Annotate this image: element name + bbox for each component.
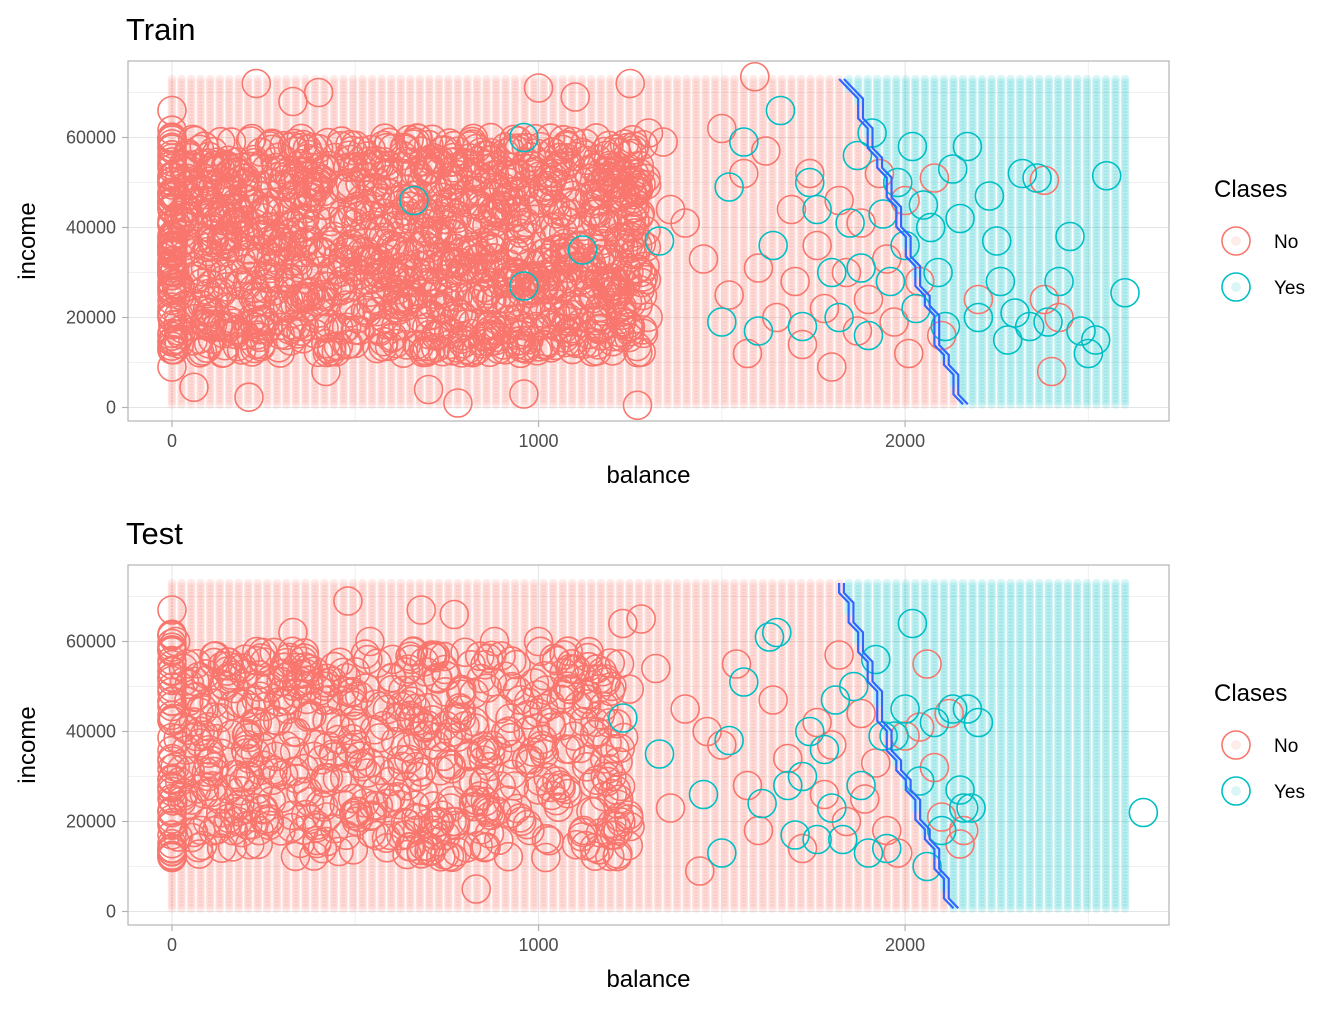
grid-point: [596, 75, 605, 84]
grid-point: [577, 75, 586, 84]
grid-point: [339, 75, 348, 84]
grid-point: [625, 75, 634, 84]
grid-point: [206, 75, 215, 84]
grid-point: [415, 75, 424, 84]
grid-point: [463, 75, 472, 84]
grid-point: [253, 75, 262, 84]
grid-point: [291, 75, 300, 84]
grid-point: [330, 75, 339, 84]
grid-point: [187, 75, 196, 84]
grid-point: [396, 75, 405, 84]
grid-point: [282, 75, 291, 84]
grid-point: [587, 75, 596, 84]
grid-point: [453, 75, 462, 84]
grid-point: [272, 75, 281, 84]
grid-point: [482, 75, 491, 84]
grid-point: [406, 75, 415, 84]
grid-point: [473, 75, 482, 84]
grid-point: [225, 75, 234, 84]
grid-point: [511, 75, 520, 84]
grid-point: [425, 75, 434, 84]
grid-point: [196, 75, 205, 84]
grid-point: [501, 75, 510, 84]
grid-point: [434, 75, 443, 84]
grid-point: [444, 75, 453, 84]
grid-point: [358, 75, 367, 84]
grid-point: [606, 75, 615, 84]
grid-point: [215, 75, 224, 84]
grid-point: [387, 75, 396, 84]
grid-point: [177, 75, 186, 84]
grid-point: [377, 75, 386, 84]
chart-title: Train: [126, 12, 195, 47]
grid-point: [558, 75, 567, 84]
grid-point: [368, 75, 377, 84]
grid-point: [349, 75, 358, 84]
grid-point: [168, 75, 177, 84]
grid-point: [492, 75, 501, 84]
